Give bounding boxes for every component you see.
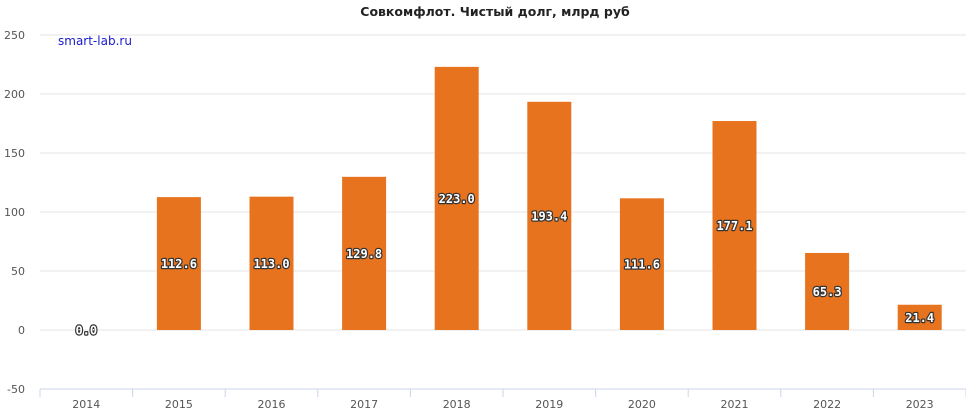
data-label: 129.8 bbox=[346, 247, 382, 261]
x-tick-label: 2021 bbox=[721, 398, 749, 411]
bar bbox=[156, 197, 201, 330]
bar bbox=[249, 196, 294, 330]
bar bbox=[619, 198, 664, 330]
x-tick-label: 2023 bbox=[906, 398, 934, 411]
y-tick-label: 0 bbox=[18, 324, 25, 337]
data-label: 193.4 bbox=[531, 209, 567, 223]
x-tick-label: 2019 bbox=[535, 398, 563, 411]
y-tick-label: 100 bbox=[4, 206, 25, 219]
bar bbox=[434, 66, 479, 331]
data-label: 112.6 bbox=[161, 257, 197, 271]
y-tick-label: 150 bbox=[4, 147, 25, 160]
x-tick-label: 2015 bbox=[165, 398, 193, 411]
chart-title: Совкомфлот. Чистый долг, млрд руб bbox=[360, 4, 630, 19]
data-label: 111.6 bbox=[624, 258, 660, 272]
data-label: 177.1 bbox=[716, 219, 752, 233]
data-labels: 0.0 112.6 113.0 129.8 223.0 193.4 111.6 177.1 65… bbox=[74, 191, 935, 339]
watermark-text: smart-lab.ru bbox=[58, 34, 132, 48]
data-label: 65.3 bbox=[813, 285, 842, 299]
data-label: 223.0 bbox=[439, 192, 475, 206]
bars bbox=[156, 66, 942, 331]
y-axis-ticks: -50 0 50 100 150 200 250 bbox=[4, 29, 25, 396]
bar bbox=[897, 304, 942, 330]
bar bbox=[805, 252, 850, 330]
bar bbox=[712, 121, 757, 330]
y-tick-label: 50 bbox=[11, 265, 25, 278]
y-tick-label: 200 bbox=[4, 88, 25, 101]
y-tick-label: 250 bbox=[4, 29, 25, 42]
x-tick-label: 2020 bbox=[628, 398, 656, 411]
bar bbox=[527, 101, 572, 331]
data-label: 113.0 bbox=[253, 257, 289, 271]
x-tick-label: 2018 bbox=[443, 398, 471, 411]
data-label: 21.4 bbox=[905, 311, 934, 325]
x-tick-label: 2017 bbox=[350, 398, 378, 411]
x-tick-label: 2016 bbox=[258, 398, 286, 411]
y-tick-label: -50 bbox=[7, 383, 25, 396]
bar bbox=[342, 176, 387, 330]
x-axis: 2014 2015 2016 2017 2018 2019 2020 2021 2022 2023 bbox=[39, 388, 966, 411]
data-label: 0.0 bbox=[75, 324, 97, 338]
x-tick-label: 2014 bbox=[72, 398, 100, 411]
x-tick-label: 2022 bbox=[813, 398, 841, 411]
